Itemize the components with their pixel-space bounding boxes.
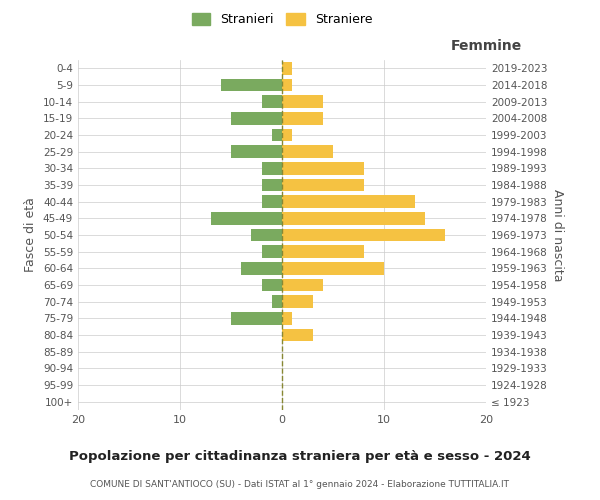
Bar <box>282 246 364 258</box>
Bar <box>282 129 292 141</box>
Bar <box>282 62 292 74</box>
Bar <box>231 112 282 124</box>
Bar <box>262 279 282 291</box>
Bar <box>251 229 282 241</box>
Bar <box>282 212 425 224</box>
Bar <box>282 179 364 192</box>
Bar <box>272 296 282 308</box>
Bar <box>262 179 282 192</box>
Text: COMUNE DI SANT'ANTIOCO (SU) - Dati ISTAT al 1° gennaio 2024 - Elaborazione TUTTI: COMUNE DI SANT'ANTIOCO (SU) - Dati ISTAT… <box>91 480 509 489</box>
Bar <box>282 196 415 208</box>
Legend: Stranieri, Straniere: Stranieri, Straniere <box>188 8 376 30</box>
Bar <box>262 246 282 258</box>
Y-axis label: Fasce di età: Fasce di età <box>25 198 37 272</box>
Bar <box>282 112 323 124</box>
Bar <box>282 229 445 241</box>
Text: Femmine: Femmine <box>451 39 521 53</box>
Bar <box>282 329 313 341</box>
Bar <box>221 79 282 92</box>
Bar <box>262 96 282 108</box>
Bar <box>262 196 282 208</box>
Bar <box>231 312 282 324</box>
Bar <box>282 279 323 291</box>
Bar <box>282 79 292 92</box>
Bar <box>282 146 333 158</box>
Bar <box>282 162 364 174</box>
Y-axis label: Anni di nascita: Anni di nascita <box>551 188 564 281</box>
Bar <box>211 212 282 224</box>
Bar <box>231 146 282 158</box>
Bar <box>272 129 282 141</box>
Bar <box>282 312 292 324</box>
Bar <box>282 262 384 274</box>
Bar <box>282 296 313 308</box>
Bar <box>262 162 282 174</box>
Text: Popolazione per cittadinanza straniera per età e sesso - 2024: Popolazione per cittadinanza straniera p… <box>69 450 531 463</box>
Bar <box>241 262 282 274</box>
Bar <box>282 96 323 108</box>
